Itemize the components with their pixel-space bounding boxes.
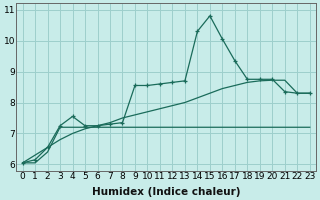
X-axis label: Humidex (Indice chaleur): Humidex (Indice chaleur) — [92, 187, 240, 197]
